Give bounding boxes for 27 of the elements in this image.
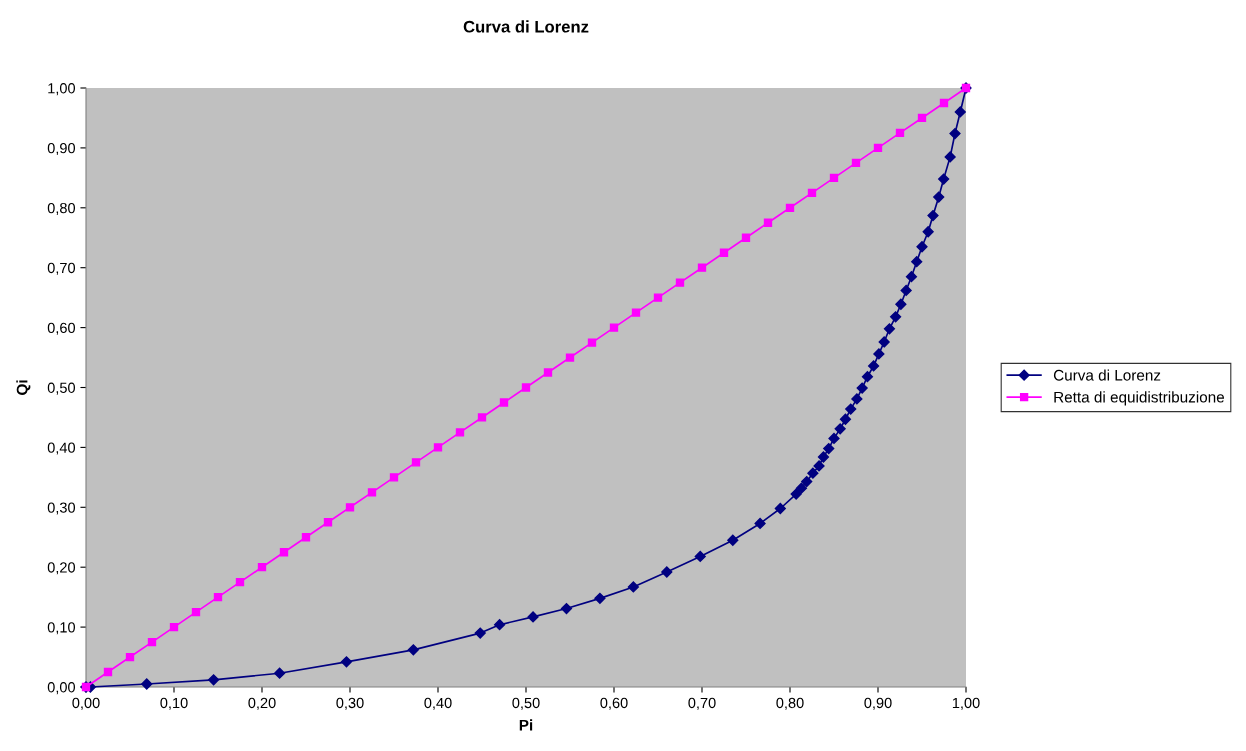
x-tick-label: 1,00: [952, 697, 980, 710]
x-tick-label: 0,90: [864, 697, 892, 710]
x-tick-label: 0,10: [160, 697, 188, 710]
x-tick-label: 0,50: [512, 697, 540, 710]
x-tick-label: 0,80: [776, 697, 804, 710]
y-axis-title: Qi: [16, 380, 31, 395]
x-tick-label: 0,70: [688, 697, 716, 710]
chart-title: Curva di Lorenz: [463, 20, 589, 33]
y-tick-label: 0,50: [47, 382, 76, 395]
legend-label: Curva di Lorenz: [1053, 369, 1161, 381]
x-tick-label: 0,60: [600, 697, 628, 710]
x-tick-label: 0,00: [72, 697, 100, 710]
x-tick-label: 0,20: [248, 697, 276, 710]
y-tick-label: 0,60: [47, 322, 76, 335]
x-axis-title: Pi: [519, 719, 533, 731]
x-tick-label: 0,30: [336, 697, 364, 710]
legend-label: Retta di equidistribuzione: [1054, 391, 1225, 406]
y-tick-label: 0,70: [47, 262, 76, 275]
y-tick-label: 0,80: [47, 202, 76, 215]
y-tick-label: 0,30: [47, 502, 76, 515]
y-tick-label: 0,90: [47, 143, 76, 156]
y-tick-label: 0,40: [47, 442, 76, 455]
y-tick-label: 1,00: [48, 83, 76, 96]
y-tick-label: 0,20: [47, 562, 76, 575]
y-tick-label: 0,10: [47, 622, 76, 635]
y-tick-label: 0,00: [47, 682, 76, 695]
x-tick-label: 0,40: [424, 697, 452, 710]
